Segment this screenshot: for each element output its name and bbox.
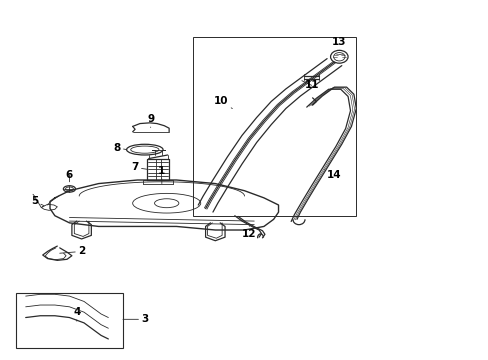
Text: 6: 6 [66,170,73,182]
Text: 5: 5 [31,197,44,206]
Text: 4: 4 [73,307,81,321]
Bar [193,37,356,216]
Bar [16,293,122,348]
Text: 11: 11 [301,80,318,90]
Text: 2: 2 [60,247,85,256]
Text: 13: 13 [331,37,346,50]
Text: 14: 14 [324,169,341,180]
Text: 7: 7 [131,162,147,172]
Text: 1: 1 [158,166,165,184]
Text: 3: 3 [122,314,148,324]
Text: 10: 10 [213,96,232,109]
Text: 12: 12 [242,226,256,239]
Text: 8: 8 [113,143,126,153]
Text: 9: 9 [147,114,154,127]
